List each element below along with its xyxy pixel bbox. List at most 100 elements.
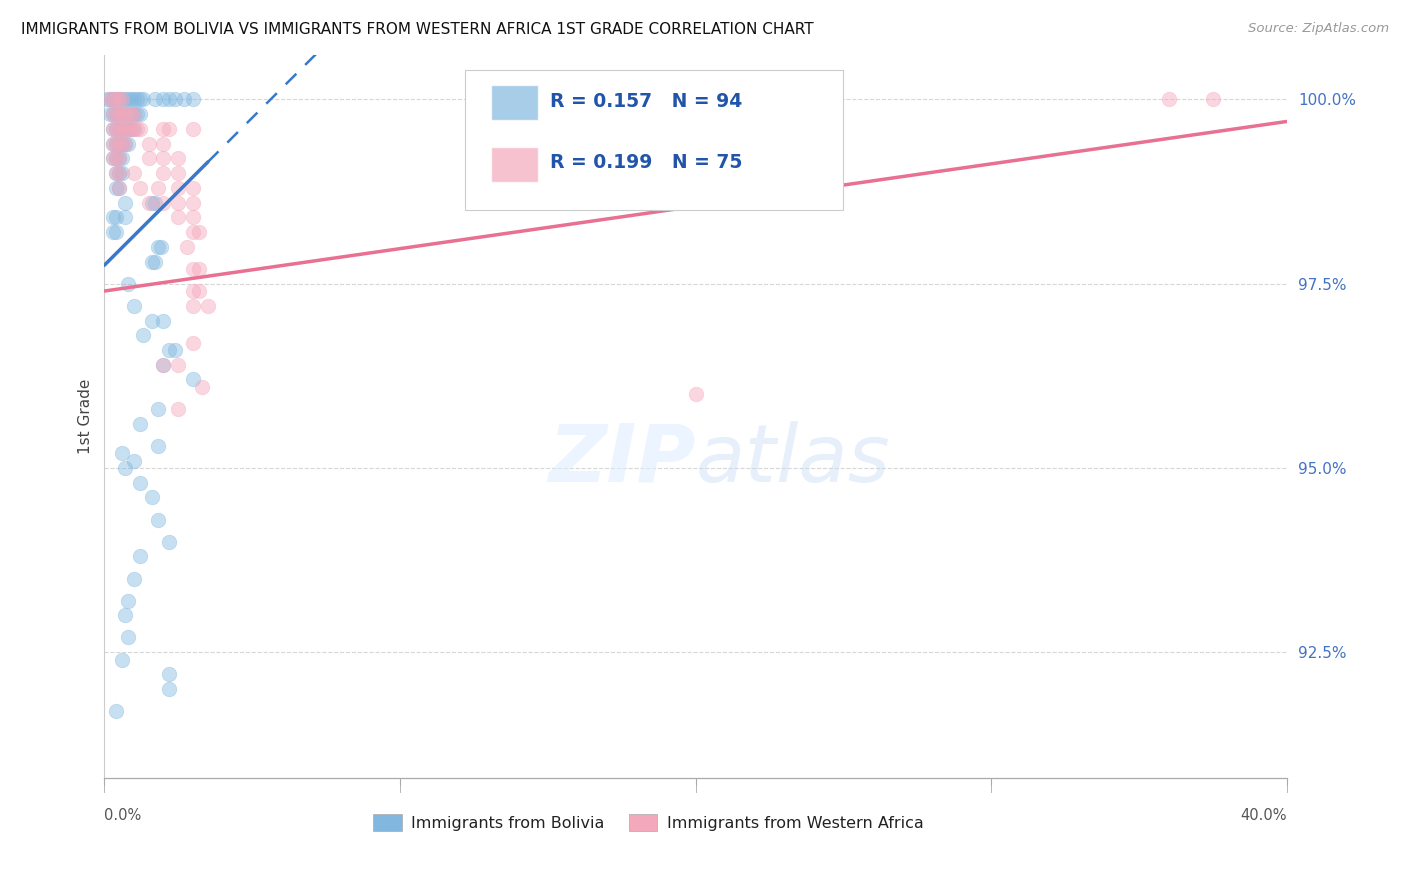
Point <box>103 107 125 121</box>
Point <box>114 121 136 136</box>
Text: 40.0%: 40.0% <box>1240 808 1286 823</box>
Point <box>120 107 142 121</box>
Point <box>138 195 160 210</box>
Point <box>114 461 136 475</box>
Point <box>138 152 160 166</box>
Point <box>120 92 142 106</box>
Point <box>96 92 118 106</box>
Point <box>105 152 128 166</box>
Point <box>122 107 145 121</box>
Point <box>125 92 148 106</box>
Point <box>157 121 180 136</box>
Point <box>114 107 136 121</box>
Point <box>105 225 128 239</box>
Point <box>152 92 174 106</box>
Point <box>132 92 155 106</box>
Point <box>141 254 163 268</box>
Point <box>167 195 190 210</box>
Point <box>105 92 128 106</box>
Point <box>114 136 136 151</box>
Point <box>114 195 136 210</box>
Point <box>105 136 128 151</box>
Point <box>128 107 150 121</box>
Point <box>111 107 134 121</box>
Point <box>685 387 707 401</box>
Point <box>125 107 148 121</box>
Point <box>157 534 180 549</box>
Point <box>111 136 134 151</box>
Point <box>103 121 125 136</box>
Point <box>152 313 174 327</box>
Point <box>111 652 134 666</box>
Point <box>108 136 131 151</box>
Point <box>181 261 204 276</box>
Point <box>111 92 134 106</box>
Point <box>103 107 125 121</box>
Point <box>128 475 150 490</box>
Text: R = 0.157   N = 94: R = 0.157 N = 94 <box>550 92 742 111</box>
Point <box>105 166 128 180</box>
Point <box>103 152 125 166</box>
Point <box>122 92 145 106</box>
Point <box>167 181 190 195</box>
Point <box>157 682 180 697</box>
Point <box>176 240 198 254</box>
Point <box>128 417 150 431</box>
Point <box>105 152 128 166</box>
Point <box>149 240 172 254</box>
Point <box>143 195 166 210</box>
Point <box>117 136 139 151</box>
Text: Source: ZipAtlas.com: Source: ZipAtlas.com <box>1249 22 1389 36</box>
Point <box>98 92 121 106</box>
Point <box>141 491 163 505</box>
Point <box>157 343 180 357</box>
Point <box>125 121 148 136</box>
Point <box>181 195 204 210</box>
Point <box>146 512 169 526</box>
Point <box>111 107 134 121</box>
Point <box>117 107 139 121</box>
Point <box>117 277 139 291</box>
Point <box>122 299 145 313</box>
Point <box>105 136 128 151</box>
FancyBboxPatch shape <box>491 86 538 120</box>
Point <box>146 439 169 453</box>
Point <box>103 136 125 151</box>
Point <box>152 195 174 210</box>
Point <box>117 107 139 121</box>
Point <box>141 195 163 210</box>
Point <box>98 92 121 106</box>
Point <box>122 572 145 586</box>
Point <box>181 299 204 313</box>
Point <box>108 121 131 136</box>
Point <box>157 92 180 106</box>
FancyBboxPatch shape <box>465 70 844 211</box>
Point <box>111 152 134 166</box>
Point <box>111 121 134 136</box>
Text: 0.0%: 0.0% <box>104 808 142 823</box>
Point <box>143 254 166 268</box>
Point <box>114 121 136 136</box>
Point <box>122 121 145 136</box>
Point <box>108 166 131 180</box>
Point <box>188 284 211 298</box>
Point <box>103 92 125 106</box>
Point <box>146 401 169 416</box>
Point <box>114 211 136 225</box>
Point <box>114 136 136 151</box>
Point <box>117 121 139 136</box>
Point <box>1202 92 1225 106</box>
Point <box>108 181 131 195</box>
Point <box>132 328 155 343</box>
Point <box>188 225 211 239</box>
Point <box>105 181 128 195</box>
Point <box>128 181 150 195</box>
Point <box>128 121 150 136</box>
Text: R = 0.199   N = 75: R = 0.199 N = 75 <box>550 153 742 171</box>
Point <box>103 121 125 136</box>
Point <box>152 136 174 151</box>
Point <box>122 121 145 136</box>
Point <box>152 121 174 136</box>
Point <box>103 136 125 151</box>
Point <box>181 335 204 350</box>
